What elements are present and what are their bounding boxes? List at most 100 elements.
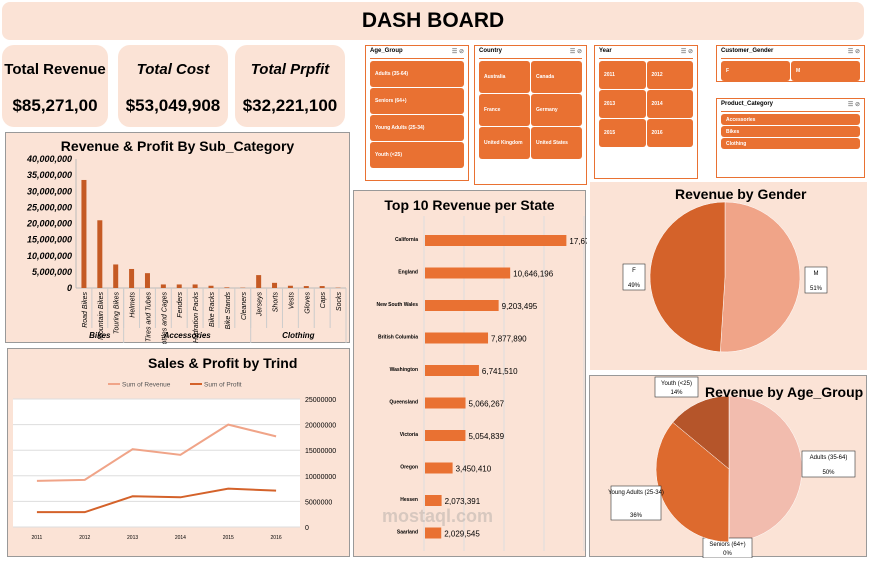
slicer-item[interactable]: Canada: [531, 61, 582, 93]
gender-chart-panel: Revenue by Gender M 51% F 49%: [590, 182, 867, 370]
slicer-item[interactable]: 2012: [646, 61, 693, 89]
slicer-item[interactable]: 2015: [599, 119, 646, 147]
slice-label: Youth (<25): [661, 381, 692, 387]
multi-select-icon[interactable]: ☰ ⊘: [847, 49, 860, 55]
slice-pct: 0%: [723, 551, 732, 557]
bar: [176, 284, 182, 288]
slicer-title: Year: [599, 48, 612, 54]
x-tick-label: Shorts: [273, 292, 280, 313]
y-tick-label: England: [398, 270, 418, 276]
bar: [425, 397, 466, 409]
bar: [425, 462, 453, 474]
slicer-item[interactable]: Accessories: [721, 114, 860, 125]
slicer-item[interactable]: 2014: [646, 90, 693, 118]
group-label: Bikes: [89, 331, 111, 340]
x-tick-label: Hydration Packs: [193, 292, 200, 343]
data-callout: Young Adults (25-34) 36%: [608, 485, 664, 521]
slicer-item[interactable]: Clothing: [721, 138, 860, 149]
data-label: 10,646,196: [513, 270, 554, 279]
x-tick-label: Socks: [336, 292, 343, 312]
slicer-item[interactable]: United Kingdom: [479, 127, 530, 159]
slicer-item[interactable]: France: [479, 94, 530, 126]
slicer-item[interactable]: M: [791, 61, 860, 81]
bar: [113, 264, 119, 288]
y-tick-label: 25000000: [305, 397, 336, 404]
slicer-item[interactable]: 2013: [599, 90, 646, 118]
bar: [425, 332, 489, 344]
series-line: [36, 487, 277, 514]
callout-box: [610, 485, 662, 521]
callout-box: [622, 263, 646, 291]
slicer-item[interactable]: 2011: [599, 61, 646, 89]
slicer-title: Product_Category: [721, 101, 774, 107]
bar: [425, 527, 442, 539]
x-tick-label: 2014: [175, 535, 186, 541]
data-label: 5,054,839: [468, 432, 504, 441]
x-tick-label: Fenders: [177, 292, 184, 318]
data-callout: F 49%: [622, 263, 646, 291]
kpi-total-revenue: Total Revenue $85,271,00: [2, 45, 108, 127]
kpi-value: $53,049,908: [125, 96, 221, 115]
slice-pct: 49%: [628, 283, 641, 289]
data-label: 6,741,510: [482, 367, 518, 376]
slicer-item[interactable]: Youth (<25): [370, 142, 464, 168]
data-callout: Youth (<25) 14%: [654, 376, 699, 398]
callout-box: [801, 450, 856, 478]
kpi-label: Total Cost: [136, 61, 210, 78]
slicer-item[interactable]: 2016: [646, 119, 693, 147]
slicer-item[interactable]: Germany: [531, 94, 582, 126]
bar: [425, 300, 499, 311]
slicer-item[interactable]: United States: [531, 127, 582, 159]
bar: [303, 286, 309, 288]
slice-pct: 14%: [670, 390, 683, 396]
y-tick-label: Saarland: [397, 530, 418, 536]
bar: [144, 273, 150, 288]
y-tick-label: 40,000,000: [26, 154, 72, 164]
bar: [129, 268, 135, 288]
gender-pie-chart: M 51% F 49%: [622, 201, 828, 353]
slicer-item[interactable]: F: [721, 61, 790, 81]
bar: [256, 275, 262, 288]
slicer-item[interactable]: Young Adults (25-34): [370, 115, 464, 141]
bar: [425, 365, 479, 376]
y-tick-label: California: [395, 237, 418, 243]
callout-box: [654, 376, 699, 398]
data-label: 2,029,545: [444, 530, 480, 539]
kpi-label: Total Prpfit: [250, 61, 330, 78]
y-tick-label: 30,000,000: [27, 186, 72, 196]
slicer-item[interactable]: Adults (35-64): [370, 61, 464, 87]
x-tick-label: Helmets: [130, 292, 137, 318]
multi-select-icon[interactable]: ☰ ⊘: [569, 49, 582, 55]
x-tick-label: Mountain Bikes: [98, 292, 105, 340]
x-tick-label: 2012: [79, 535, 90, 541]
bar: [208, 285, 214, 288]
x-tick-label: Bike Stands: [225, 292, 232, 330]
y-tick-label: 10,000,000: [27, 251, 72, 261]
y-tick-label: Oregon: [400, 465, 418, 471]
bar: [425, 430, 466, 441]
x-tick-label: Tires and Tubes: [145, 292, 152, 342]
slice-pct: 51%: [810, 286, 823, 292]
y-tick-label: 5,000,000: [32, 267, 72, 277]
y-tick-label: Victoria: [400, 432, 418, 438]
y-tick-label: 0: [305, 525, 309, 532]
subcategory-chart-panel: Revenue & Profit By Sub_Category 40,000,…: [5, 132, 350, 344]
chart-title: Sales & Profit by Trind: [148, 355, 298, 371]
slice-label: F: [632, 268, 636, 274]
multi-select-icon[interactable]: ☰ ⊘: [680, 49, 693, 55]
x-tick-label: Bike Racks: [209, 292, 216, 328]
y-tick-label: Washington: [390, 367, 418, 373]
slicer-item[interactable]: Bikes: [721, 126, 860, 137]
pie-slice: [649, 201, 726, 353]
x-tick-label: Touring Bikes: [114, 292, 121, 335]
slicer-item[interactable]: Seniors (64+): [370, 88, 464, 114]
slicer-item[interactable]: Australia: [479, 61, 530, 93]
slicer-gender: Customer_Gender ☰ ⊘ F M: [716, 45, 865, 82]
y-tick-label: Queensland: [389, 400, 418, 406]
data-callout: Adults (35-64) 50%: [801, 450, 856, 478]
x-tick-label: 2011: [32, 535, 43, 541]
bar: [192, 284, 198, 288]
multi-select-icon[interactable]: ☰ ⊘: [451, 49, 464, 55]
data-label: 5,066,267: [469, 400, 505, 409]
multi-select-icon[interactable]: ☰ ⊘: [847, 102, 860, 108]
